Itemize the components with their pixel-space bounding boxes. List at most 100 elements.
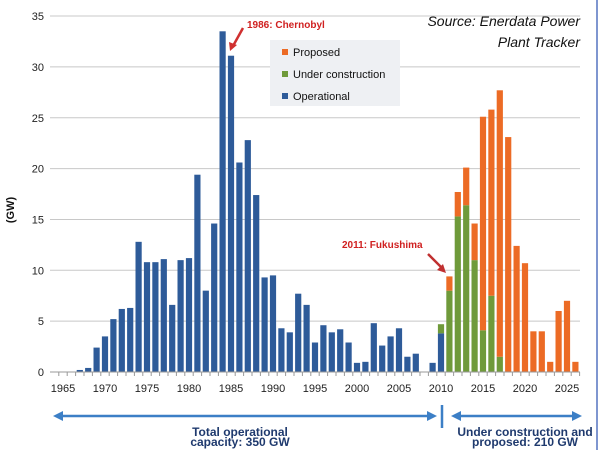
x-tick-label: 2005: [387, 383, 411, 395]
legend-background: [270, 40, 400, 106]
bar-operational-2003: [379, 345, 386, 372]
bar-under-construction-2013: [463, 205, 470, 372]
bar-operational-2010: [437, 333, 445, 372]
legend-proposed: Proposed: [293, 47, 340, 59]
bar-operational-2007: [412, 353, 419, 372]
bar-proposed-2023: [547, 361, 554, 372]
bar-operational-1980: [185, 258, 193, 372]
bar-proposed-2016: [488, 109, 495, 296]
bar-operational-1967: [76, 369, 83, 372]
bar-under-construction-2017: [496, 356, 503, 372]
footer-right-line-1: Under construction and: [457, 425, 592, 439]
arrowhead-icon: [437, 264, 446, 273]
bar-operational-2002: [370, 323, 377, 372]
bar-operational-2006: [404, 356, 411, 372]
bar-proposed-2022: [538, 331, 545, 372]
bar-operational-1992: [286, 332, 293, 372]
bar-operational-1975: [143, 262, 151, 372]
bar-operational-1981: [194, 174, 201, 372]
legend: Proposed Under construction Operational: [270, 40, 400, 106]
footer-left-line-1: Total operational: [192, 425, 288, 439]
x-tick-label: 1985: [219, 383, 243, 395]
bar-operational-1977: [160, 259, 167, 372]
bar-operational-1987: [244, 140, 251, 372]
x-tick-label: 2010: [429, 383, 453, 395]
y-tick-label: 10: [32, 265, 44, 277]
annotation-chernobyl-text: 1986: Chernobyl: [247, 20, 325, 31]
bar-operational-1993: [295, 293, 302, 372]
bar-under-construction-2012: [454, 216, 461, 372]
bar-operational-1979: [177, 260, 184, 372]
legend-swatch-proposed: [282, 49, 288, 55]
bar-operational-1988: [253, 195, 260, 372]
bar-operational-1969: [93, 347, 100, 372]
bar-operational-1983: [211, 223, 218, 372]
x-tick-label: 1970: [93, 383, 117, 395]
bar-operational-2000: [353, 362, 361, 372]
y-axis-label: (GW): [5, 197, 17, 224]
bar-operational-1973: [127, 307, 134, 372]
bar-under-construction-2015: [479, 330, 487, 372]
bar-operational-1972: [118, 308, 125, 372]
bar-operational-2005: [395, 328, 403, 372]
bar-operational-1982: [202, 290, 209, 372]
y-tick-label: 5: [38, 316, 44, 328]
bar-operational-1976: [152, 262, 159, 372]
footer-arrows: [53, 405, 582, 428]
legend-swatch-operational: [282, 93, 288, 99]
footer-left-line-2: capacity: 350 GW: [190, 435, 290, 449]
bar-proposed-2020: [521, 263, 529, 372]
bar-operational-1968: [85, 367, 92, 372]
bar-operational-1984: [219, 31, 226, 373]
bar-proposed-2024: [555, 310, 562, 372]
legend-swatch-under-construction: [282, 71, 288, 77]
bar-proposed-2018: [505, 137, 512, 372]
bar-proposed-2011: [446, 276, 453, 291]
x-tick-label: 1980: [177, 383, 201, 395]
bar-proposed-2021: [530, 331, 537, 372]
bar-operational-2009: [429, 362, 436, 372]
annotation-fukushima-arrow: [427, 253, 443, 269]
source-line-2: Plant Tracker: [498, 34, 582, 50]
bar-proposed-2013: [463, 167, 470, 206]
y-tick-label: 20: [32, 164, 44, 176]
x-tick-label: 2020: [513, 383, 537, 395]
bar-operational-1989: [261, 277, 268, 372]
legend-operational: Operational: [293, 91, 350, 103]
y-tick-label: 30: [32, 62, 44, 74]
bar-operational-1971: [110, 319, 117, 372]
x-tick-label: 1990: [261, 383, 285, 395]
bar-proposed-2025: [563, 300, 571, 372]
bar-operational-1999: [345, 342, 352, 372]
x-tick-label: 2015: [471, 383, 495, 395]
bar-proposed-2012: [454, 191, 461, 217]
y-tick-label: 15: [32, 214, 44, 226]
bars: [76, 31, 579, 373]
bar-under-construction-2010: [437, 324, 445, 334]
x-tick-label: 2000: [345, 383, 369, 395]
bar-operational-1997: [328, 332, 335, 372]
annotation-chernobyl-arrow: [231, 27, 245, 47]
bar-under-construction-2011: [446, 290, 453, 372]
annotation-chernobyl: 1986: Chernobyl: [229, 20, 325, 51]
bar-operational-1995: [311, 342, 319, 372]
bar-proposed-2017: [496, 90, 503, 357]
legend-under-construction: Under construction: [293, 69, 385, 81]
bar-operational-1974: [135, 241, 142, 372]
annotation-fukushima-text: 2011: Fukushima: [342, 240, 423, 251]
x-tick-label: 1965: [51, 383, 75, 395]
bar-operational-1996: [320, 325, 327, 372]
bar-proposed-2019: [513, 245, 520, 372]
footer-right-line-2: proposed: 210 GW: [472, 435, 579, 449]
x-tick-label: 1995: [303, 383, 327, 395]
bar-proposed-2014: [471, 223, 478, 261]
bar-operational-1991: [278, 328, 285, 372]
bar-proposed-2026: [572, 361, 579, 372]
bar-operational-1970: [101, 336, 109, 372]
bar-operational-1985: [227, 55, 235, 372]
x-tick-label: 2025: [555, 383, 579, 395]
bar-operational-1978: [169, 304, 176, 372]
y-tick-label: 0: [38, 367, 44, 379]
